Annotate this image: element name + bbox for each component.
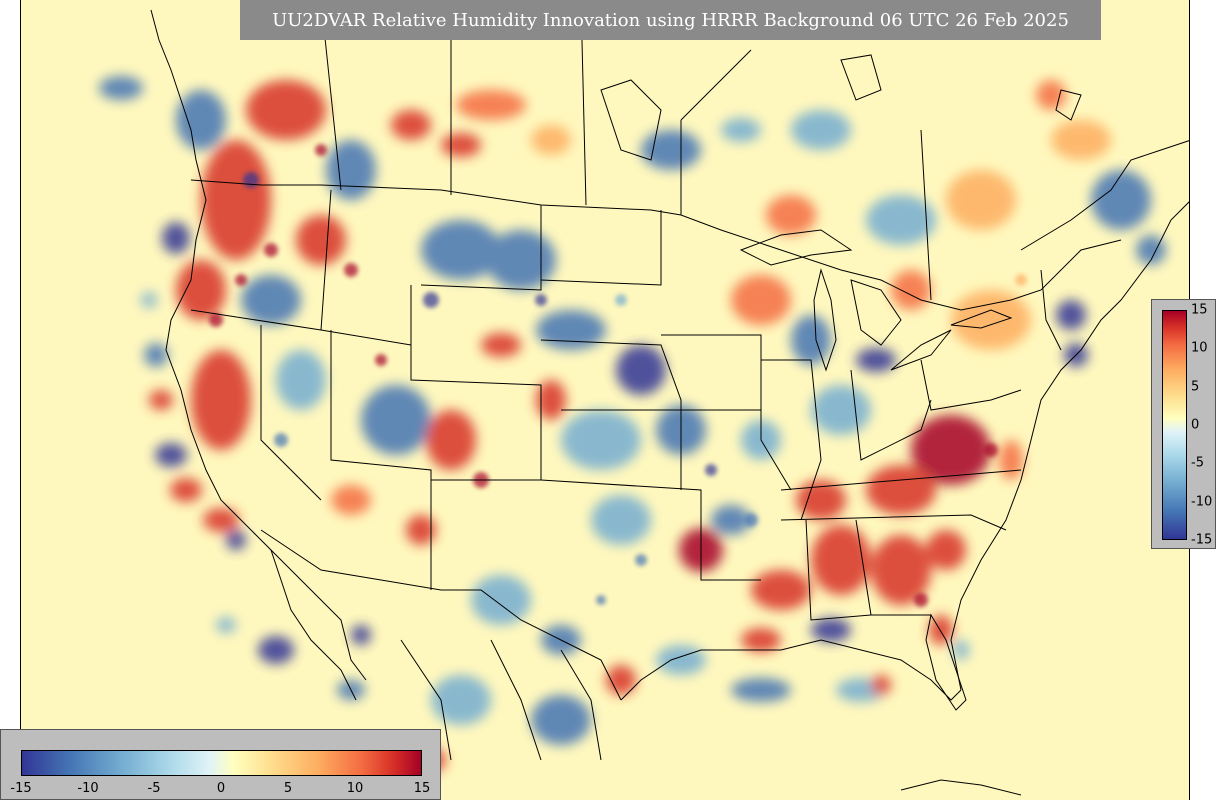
state-line-13: [780, 469, 1022, 491]
horizontal-colorbar-gradient: [21, 750, 422, 776]
state-line-5: [320, 189, 332, 331]
arctic-island-2: [1055, 89, 1082, 121]
vertical-colorbar-gradient: [1162, 310, 1187, 540]
state-line-17: [850, 369, 932, 461]
mexico-line-1: [400, 639, 452, 761]
map-panel: [20, 0, 1190, 800]
state-line-19: [1040, 269, 1062, 351]
great-lake-michigan: [813, 268, 837, 372]
state-line-7: [540, 210, 662, 286]
horizontal-tick-label: -5: [147, 781, 161, 796]
coastline-pacific: [150, 9, 367, 681]
coastline-atlantic: [950, 201, 1189, 691]
vertical-colorbar: 15 10 5 0 -5 -10 -15: [1151, 299, 1216, 549]
mexico-line-2: [490, 639, 542, 761]
canada-line-6: [920, 129, 932, 301]
state-line-15: [805, 519, 931, 621]
map-title: UU2DVAR Relative Humidity Innovation usi…: [272, 9, 1069, 31]
state-line-14: [780, 514, 1007, 531]
vertical-tick-label: 5: [1191, 379, 1200, 395]
horizontal-tick-label: 15: [413, 781, 431, 796]
state-line-10: [540, 479, 761, 581]
state-line-2: [260, 325, 322, 501]
state-line-12: [761, 359, 822, 521]
horizontal-tick-label: 5: [283, 781, 293, 796]
great-lake-ontario: [950, 309, 1013, 329]
vertical-tick-label: -5: [1191, 455, 1204, 471]
map-title-box: UU2DVAR Relative Humidity Innovation usi…: [240, 0, 1101, 40]
coastline-gulf: [620, 639, 962, 701]
horizontal-tick-label: -10: [77, 781, 99, 796]
state-line-8: [540, 339, 682, 490]
canada-line-5: [680, 49, 752, 121]
us-mexico-border: [260, 529, 622, 701]
us-canada-border: [190, 179, 1122, 311]
humidity-innovation-map: [21, 0, 1189, 800]
cuba-fragment: [900, 779, 1022, 796]
vertical-tick-label: 15: [1191, 302, 1208, 318]
state-line-3: [330, 330, 432, 590]
great-lake-erie: [890, 329, 952, 371]
vertical-tick-label: 0: [1191, 417, 1200, 433]
vertical-tick-label: -15: [1191, 532, 1213, 548]
state-line-18: [920, 359, 1022, 411]
mexico-line-3: [560, 649, 602, 761]
horizontal-colorbar: -15 -10 -5 0 5 10 15: [0, 729, 441, 800]
great-lake-superior: [739, 229, 853, 266]
florida-peninsula: [925, 613, 967, 711]
hudson-bay-islands: [600, 79, 662, 161]
horizontal-tick-label: 10: [346, 781, 364, 796]
state-line-11: [661, 334, 792, 491]
horizontal-tick-label: -15: [10, 781, 32, 796]
state-line-16: [855, 519, 872, 616]
state-line-6: [420, 205, 542, 291]
horizontal-tick-label: 0: [216, 781, 226, 796]
vertical-tick-label: -10: [1191, 494, 1213, 510]
vertical-tick-label: 10: [1191, 340, 1208, 356]
great-lake-huron: [850, 279, 902, 346]
coastline-canada-east: [1020, 140, 1189, 251]
state-line-4: [410, 285, 542, 481]
arctic-island-1: [840, 54, 882, 101]
baja-coast: [270, 549, 357, 701]
